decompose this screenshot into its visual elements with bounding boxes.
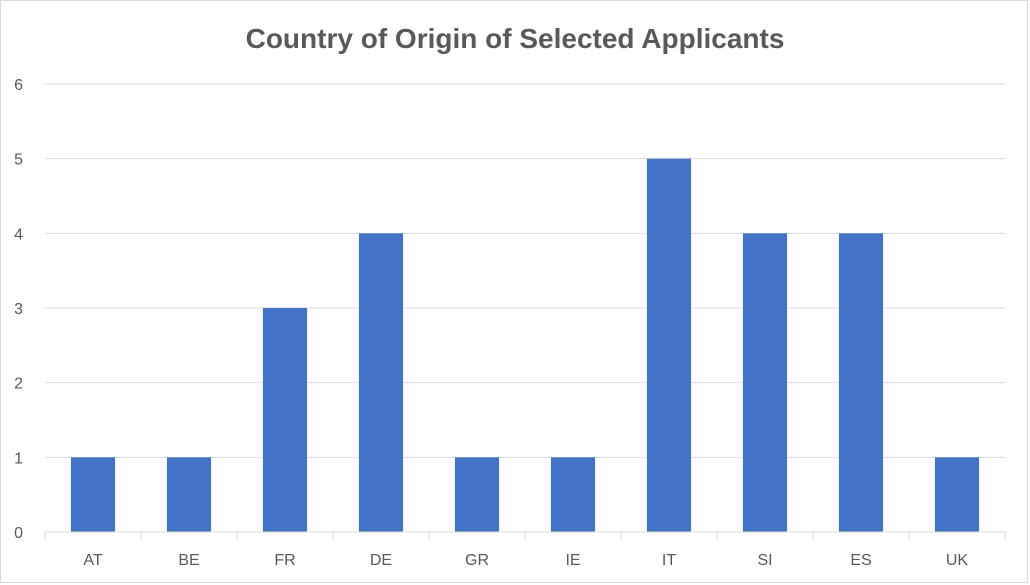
x-tick-label: AT xyxy=(83,552,102,569)
y-tick-label: 6 xyxy=(14,77,23,94)
x-axis: AT BE FR DE GR IE IT SI ES UK xyxy=(44,531,1006,569)
bar-it xyxy=(646,158,692,532)
bar-at xyxy=(70,457,116,532)
x-tick-label: IT xyxy=(662,552,676,569)
y-tick-label: 2 xyxy=(14,376,23,393)
x-tick-label: BE xyxy=(178,552,199,569)
chart-title: Country of Origin of Selected Applicants xyxy=(246,23,785,54)
x-tick-label: FR xyxy=(274,552,295,569)
y-tick-label: 5 xyxy=(14,152,23,169)
x-tick-label: ES xyxy=(850,552,871,569)
y-tick-label: 1 xyxy=(14,450,23,467)
bar-gr xyxy=(454,457,500,532)
bar-uk xyxy=(934,457,980,532)
bar-ie xyxy=(550,457,596,532)
y-tick-label: 3 xyxy=(14,301,23,318)
bar-de xyxy=(358,233,404,533)
y-axis: 0 1 2 3 4 5 6 xyxy=(14,77,23,542)
bar-si xyxy=(742,233,788,533)
bars xyxy=(70,158,980,533)
y-tick-label: 0 xyxy=(14,525,23,542)
x-tick-label: UK xyxy=(946,552,969,569)
x-tick-label: IE xyxy=(565,552,580,569)
bar-be xyxy=(166,457,212,532)
x-tick-label: SI xyxy=(757,552,772,569)
x-tick-label: GR xyxy=(465,552,489,569)
bar-fr xyxy=(262,308,308,532)
bar-es xyxy=(838,233,884,533)
x-tick-label: DE xyxy=(370,552,392,569)
y-tick-label: 4 xyxy=(14,226,23,243)
